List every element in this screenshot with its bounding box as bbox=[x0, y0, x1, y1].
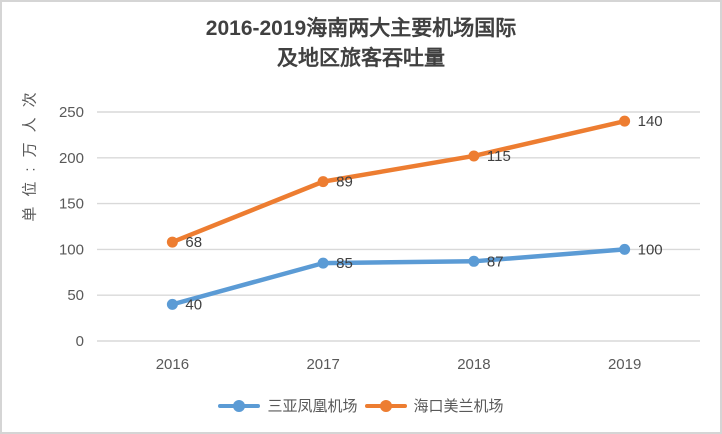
data-point-marker bbox=[468, 150, 480, 162]
data-label: 140 bbox=[638, 113, 663, 130]
chart-title: 2016-2019海南两大主要机场国际 及地区旅客吞吐量 bbox=[2, 14, 720, 74]
series-line-0 bbox=[170, 247, 627, 307]
y-tick-label: 250 bbox=[59, 104, 84, 121]
legend-label-sanya: 三亚凤凰机场 bbox=[267, 398, 358, 415]
data-point-marker bbox=[619, 115, 631, 127]
x-tick-label: 2018 bbox=[457, 356, 490, 373]
y-tick-label: 200 bbox=[59, 150, 84, 167]
data-point-marker bbox=[317, 257, 329, 269]
chart-title-line2: 及地区旅客吞吐量 bbox=[277, 47, 445, 70]
data-point-marker bbox=[166, 236, 178, 248]
data-label: 87 bbox=[487, 253, 504, 270]
legend-line-marker-icon bbox=[364, 399, 407, 412]
legend-item-haikou: 海口美兰机场 bbox=[364, 395, 504, 416]
y-tick-label: 100 bbox=[59, 241, 84, 258]
legend-line-marker-icon bbox=[218, 399, 261, 412]
data-label: 85 bbox=[336, 255, 353, 272]
data-point-marker bbox=[619, 243, 631, 255]
y-tick-label: 0 bbox=[76, 333, 84, 350]
data-point-marker bbox=[317, 176, 329, 188]
x-tick-label: 2017 bbox=[306, 356, 339, 373]
data-label: 89 bbox=[336, 174, 353, 191]
data-label: 100 bbox=[638, 241, 663, 258]
data-point-marker bbox=[468, 255, 480, 267]
legend: 三亚凤凰机场 海口美兰机场 bbox=[2, 395, 720, 416]
data-label: 40 bbox=[185, 296, 202, 313]
y-tick-label: 50 bbox=[67, 287, 84, 304]
x-tick-label: 2019 bbox=[608, 356, 641, 373]
data-label: 115 bbox=[487, 148, 511, 165]
series-line-1 bbox=[170, 118, 627, 245]
chart-title-line1: 2016-2019海南两大主要机场国际 bbox=[205, 17, 517, 40]
legend-item-sanya: 三亚凤凰机场 bbox=[218, 395, 358, 416]
legend-label-haikou: 海口美兰机场 bbox=[413, 398, 504, 415]
x-tick-label: 2016 bbox=[156, 356, 189, 373]
data-point-marker bbox=[166, 298, 178, 310]
data-label: 68 bbox=[185, 234, 202, 251]
legend-dot-icon bbox=[379, 399, 392, 412]
y-tick-label: 150 bbox=[59, 196, 84, 213]
legend-dot-icon bbox=[233, 399, 246, 412]
